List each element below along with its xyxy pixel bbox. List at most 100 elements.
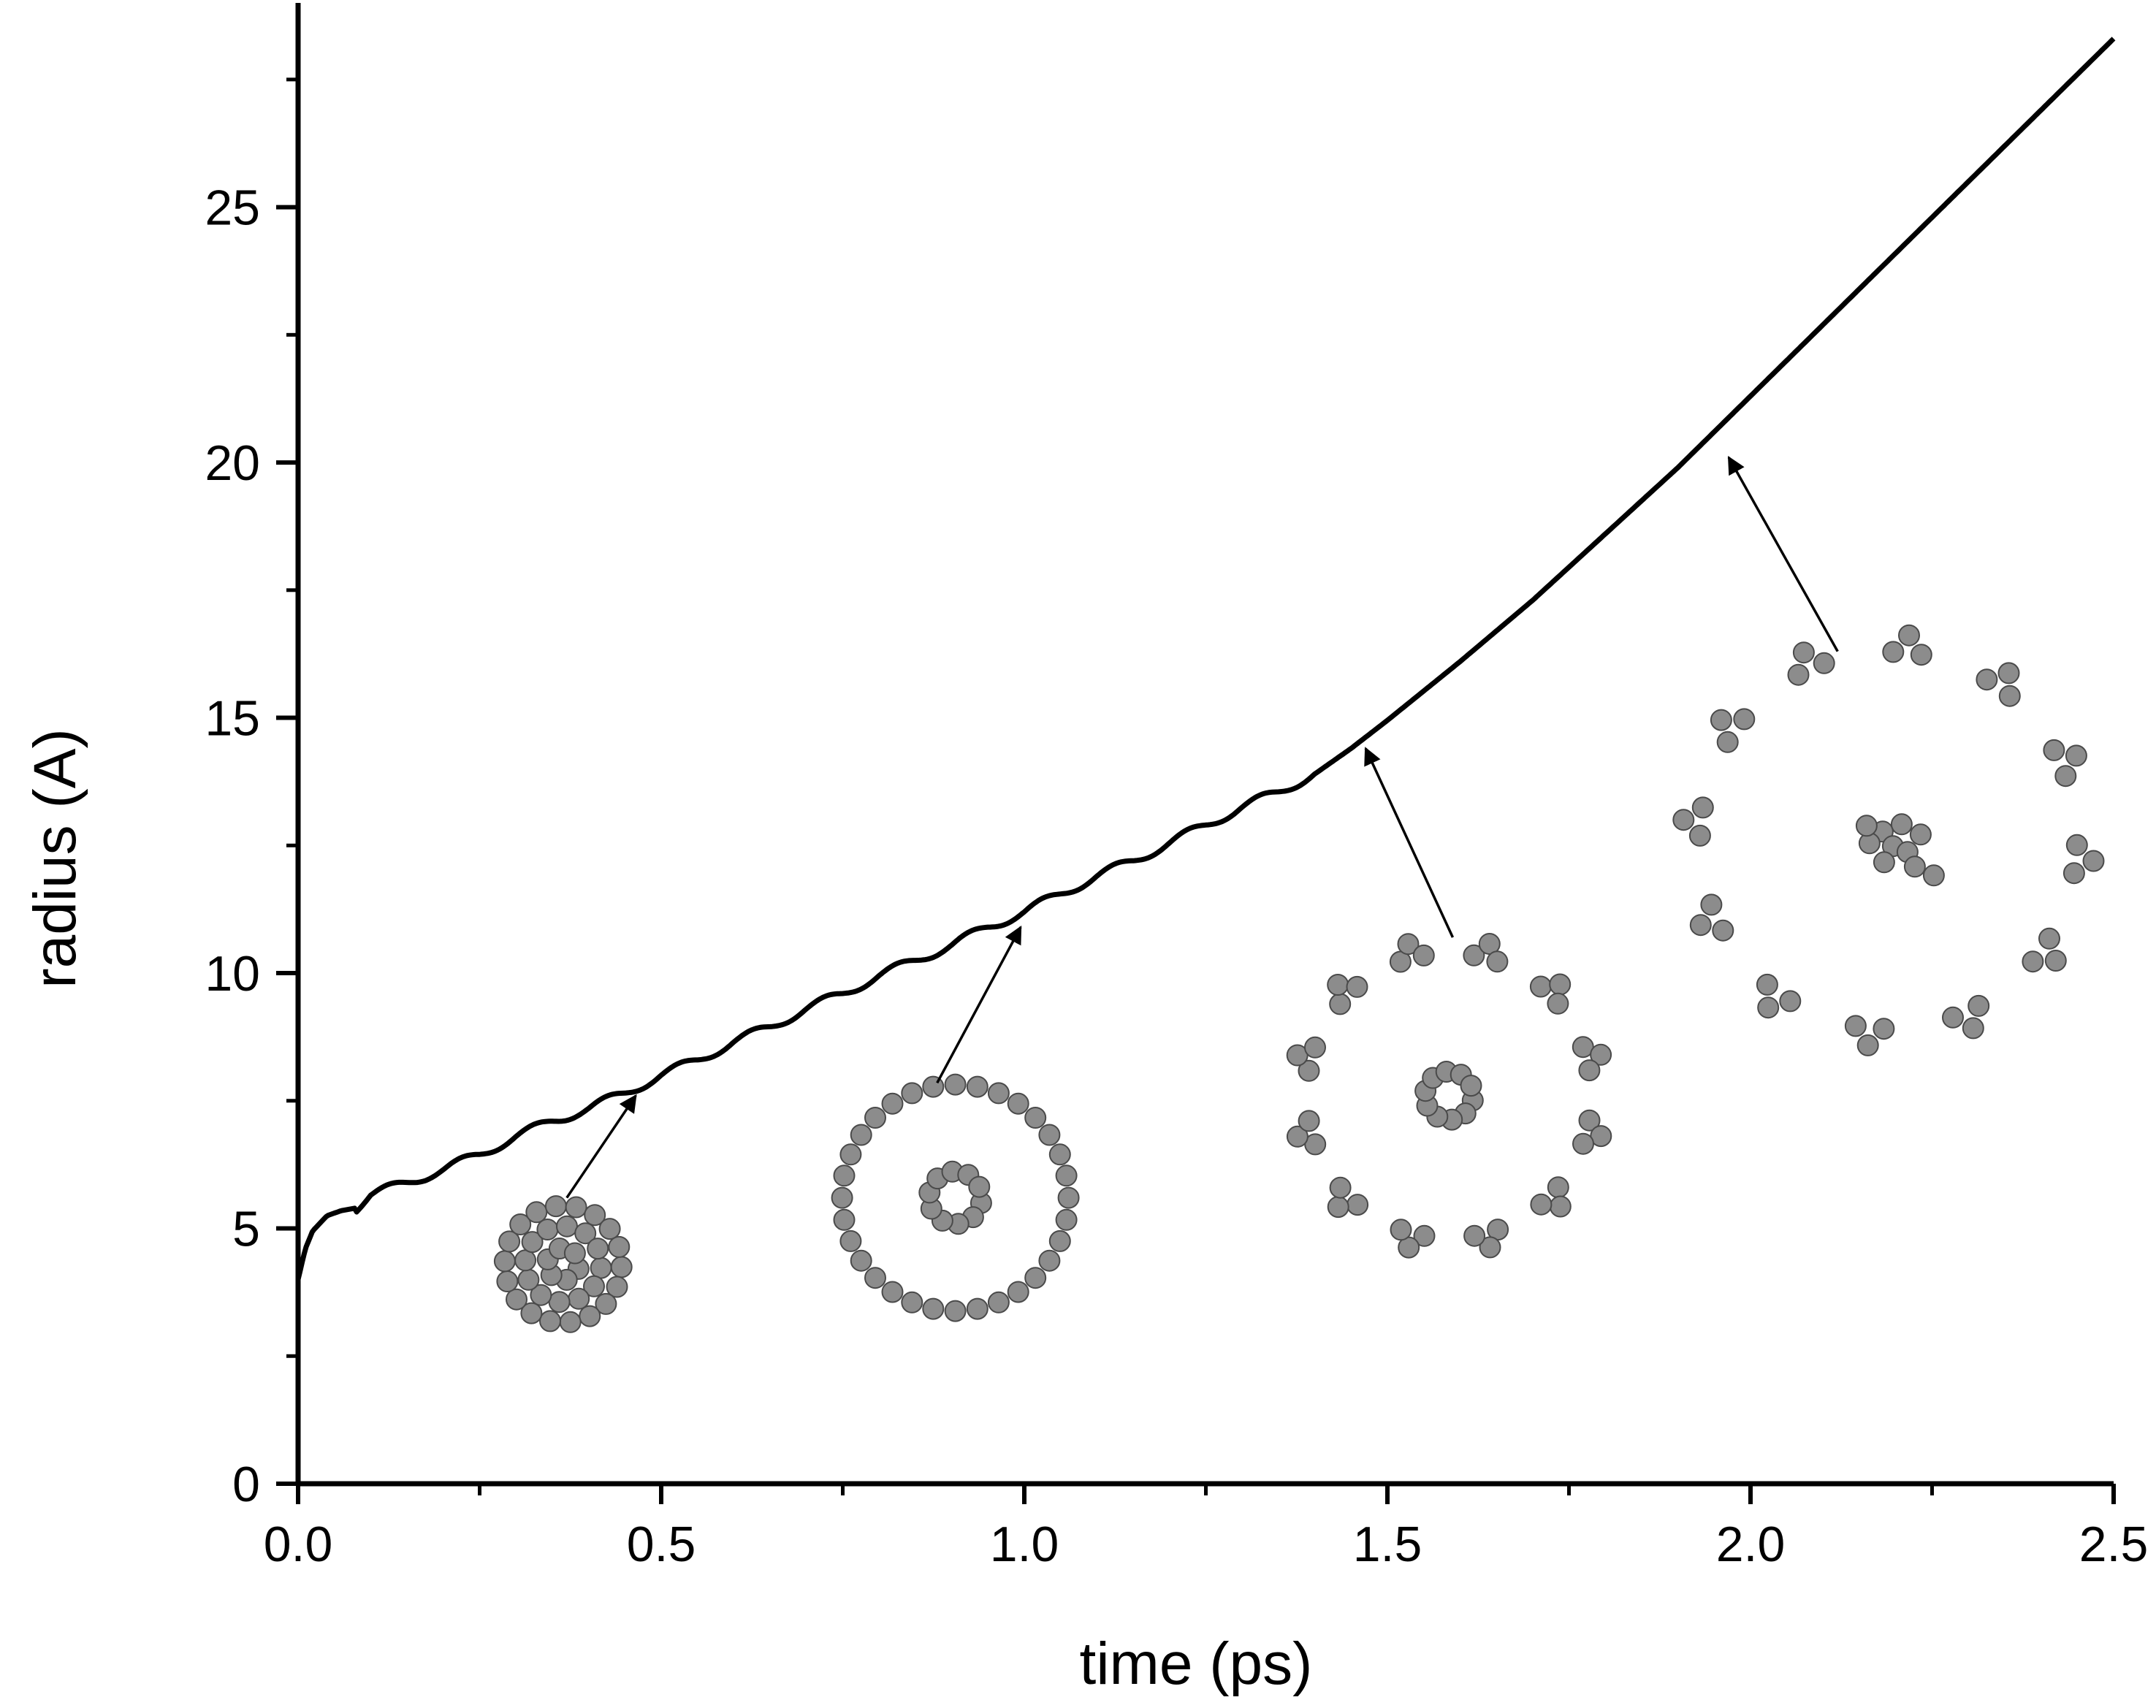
y-tick-label: 20 (205, 435, 260, 491)
atom (1048, 1229, 1071, 1252)
atom (1997, 662, 2020, 685)
atom (1903, 855, 1926, 878)
x-tick-label: 0.0 (264, 1517, 333, 1572)
atom (574, 1222, 597, 1245)
atom (922, 1297, 945, 1320)
atom (548, 1291, 571, 1314)
x-tick-label: 2.0 (1716, 1517, 1786, 1572)
atom (1007, 1092, 1029, 1115)
atom (2022, 950, 2044, 973)
atom (544, 1195, 567, 1218)
atom (1329, 1176, 1352, 1199)
atom (2065, 744, 2087, 767)
atom (850, 1124, 872, 1146)
atom (1962, 1017, 1984, 1040)
atom (1910, 644, 1932, 666)
atom (525, 1201, 548, 1224)
atom (944, 1073, 967, 1096)
atom (1530, 1193, 1553, 1216)
atom (1976, 668, 1998, 691)
atom (1055, 1208, 1078, 1231)
atom (1691, 796, 1714, 819)
atom (1710, 709, 1732, 731)
atom (1327, 974, 1349, 996)
atom (587, 1238, 609, 1260)
atom (556, 1215, 578, 1238)
atom (1942, 1006, 1964, 1029)
atom (1922, 864, 1945, 887)
cluster-exploded (1672, 624, 2105, 1056)
atom (831, 1186, 853, 1209)
atom (1998, 685, 2021, 707)
atom (1856, 1034, 1879, 1056)
atom (1327, 1196, 1349, 1219)
atom (1882, 641, 1905, 663)
atom (1007, 1281, 1029, 1303)
atom (1873, 1018, 1895, 1040)
y-tick-label: 0 (232, 1457, 260, 1512)
series-line (295, 37, 2116, 1281)
atom (839, 1143, 862, 1166)
atom (850, 1249, 872, 1272)
atom (530, 1284, 552, 1306)
atom (509, 1213, 532, 1235)
atom (944, 1300, 967, 1322)
y-tick-label: 5 (232, 1202, 260, 1257)
atom (584, 1204, 606, 1227)
atom (1057, 1186, 1080, 1209)
atom (1733, 708, 1756, 731)
atom (520, 1302, 543, 1324)
series-layer (295, 37, 2116, 1281)
atom (514, 1249, 537, 1272)
atom (1463, 1224, 1486, 1247)
atom (881, 1092, 904, 1115)
atom (1898, 624, 1920, 647)
atom (1286, 1125, 1309, 1148)
atom (583, 1275, 605, 1297)
atom (1590, 1043, 1612, 1066)
atom (987, 1082, 1010, 1105)
atom (1486, 950, 1509, 973)
x-tick-label: 1.5 (1353, 1517, 1422, 1572)
atom (498, 1230, 521, 1253)
y-tick-label: 10 (205, 946, 260, 1002)
atom (1024, 1107, 1047, 1129)
atom (517, 1268, 540, 1291)
atom (2044, 950, 2067, 972)
atom (1549, 1195, 1572, 1218)
atom (1712, 919, 1734, 942)
atom (968, 1175, 991, 1198)
atom (1390, 1219, 1412, 1241)
atom (539, 1310, 561, 1333)
atom (2082, 850, 2105, 872)
axes: 0.0 0.5 1.0 1.5 2.0 2.5 0 5 10 15 20 25 (205, 3, 2148, 1572)
atom (1757, 996, 1780, 1019)
atom (833, 1208, 856, 1231)
atom (559, 1311, 582, 1333)
atom (1792, 641, 1815, 664)
atom (1547, 992, 1569, 1015)
atom (1346, 975, 1368, 998)
atom (563, 1242, 586, 1265)
atom (606, 1276, 628, 1298)
atom (1298, 1110, 1320, 1132)
atom (1844, 1015, 1867, 1037)
atom (1549, 973, 1572, 996)
annotation-arrow (936, 925, 1022, 1084)
atom (987, 1291, 1010, 1314)
atom (506, 1288, 527, 1311)
atom (1463, 944, 1485, 967)
atom (1038, 1124, 1061, 1146)
atom (1412, 944, 1435, 967)
atom (1329, 993, 1352, 1015)
atom (1572, 1132, 1594, 1155)
atom (839, 1229, 862, 1252)
atom (1909, 823, 1932, 846)
atom (590, 1257, 612, 1279)
cluster-compact (493, 1195, 633, 1333)
atom (1689, 914, 1712, 937)
y-axis-title: radius (A) (22, 728, 88, 988)
atom (2043, 739, 2065, 761)
atom (901, 1082, 923, 1105)
atom (1756, 973, 1778, 996)
